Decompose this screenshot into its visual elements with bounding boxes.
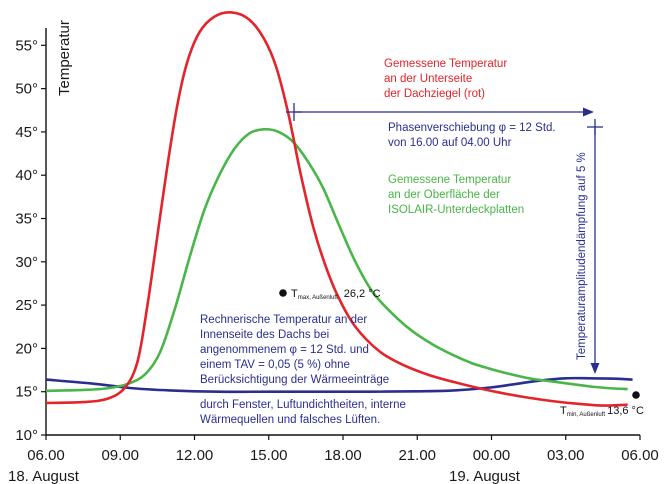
red-label-line-3: der Dachziegel (rot) bbox=[384, 88, 485, 100]
damping-arrow bbox=[587, 119, 603, 374]
y-tick-label: 50° bbox=[15, 81, 38, 98]
tmax-marker-label: Tmax, Außenluft 26,2 °C bbox=[291, 288, 381, 301]
tmax-value: 26,2 °C bbox=[344, 288, 381, 300]
x-tick-label: 15.00 bbox=[250, 447, 288, 464]
calculated-temperature-label-2: durch Fenster, Luftundichtheiten, intern… bbox=[200, 399, 409, 426]
x-tick-label: 18.00 bbox=[324, 447, 362, 464]
tmin-marker-label: Tmin, Außenluft 13,6 °C bbox=[560, 405, 644, 418]
tmax-subscript: max, Außenluft bbox=[298, 295, 338, 301]
x-tick-label: 06.00 bbox=[621, 447, 659, 464]
x-tick-label: 12.00 bbox=[176, 447, 214, 464]
red-label-line-2: an der Unterseite bbox=[384, 73, 472, 85]
x-tick-label: 00.00 bbox=[473, 447, 511, 464]
date-label-2: 19. August bbox=[449, 468, 521, 484]
series-line-red bbox=[45, 11, 628, 407]
date-label-1: 18. August bbox=[8, 468, 80, 484]
phase-label-line-2: von 16.00 auf 04.00 Uhr bbox=[388, 137, 512, 149]
calc-label-line-4: einem TAV = 0,05 (5 %) ohne bbox=[200, 359, 350, 371]
series-line-green bbox=[45, 127, 628, 393]
tmin-symbol: T bbox=[560, 405, 567, 417]
calc-label-line-5: Berücksichtigung der Wärmeeinträge bbox=[200, 374, 389, 386]
green-label-line-1: Gemessene Temperatur bbox=[388, 174, 511, 186]
phase-label-line-1: Phasenverschiebung φ = 12 Std. bbox=[388, 122, 556, 134]
y-tick-label: 15° bbox=[15, 384, 38, 401]
damping-label: Temperaturamplitudendämpfung auf 5 % bbox=[576, 152, 588, 360]
x-tick-label: 09.00 bbox=[101, 447, 139, 464]
calc-label-line-2: Innenseite des Dachs bei bbox=[200, 329, 329, 341]
calc-label-line-1: Rechnerische Temperatur an der bbox=[200, 314, 367, 326]
red-series-label: Gemessene Temperatur an der Unterseite d… bbox=[384, 58, 510, 100]
x-tick-label: 03.00 bbox=[547, 447, 585, 464]
y-tick-label: 20° bbox=[15, 340, 38, 357]
y-tick-label: 10° bbox=[15, 427, 38, 444]
calc-label2-line-2: Wärmequellen und falsches Lüften. bbox=[200, 414, 380, 426]
x-tick-label: 21.00 bbox=[398, 447, 436, 464]
calc-label-line-3: angenommenem φ = 12 Std. und bbox=[200, 344, 369, 356]
tmin-subscript: min, Außenluft bbox=[567, 412, 606, 418]
green-label-line-3: ISOLAIR-Unterdeckplatten bbox=[388, 204, 524, 216]
green-label-line-2: an der Oberfläche der bbox=[388, 189, 500, 201]
y-tick-label: 35° bbox=[15, 211, 38, 228]
phase-shift-label: Phasenverschiebung φ = 12 Std. von 16.00… bbox=[388, 122, 559, 149]
x-tick-label: 06.00 bbox=[27, 447, 65, 464]
y-tick-label: 30° bbox=[15, 254, 38, 271]
y-tick-label: 40° bbox=[15, 167, 38, 184]
calculated-temperature-label: Rechnerische Temperatur an der Innenseit… bbox=[200, 314, 389, 386]
tmax-marker-dot bbox=[279, 289, 287, 297]
y-axis-title: Temperatur bbox=[56, 20, 73, 96]
calc-label2-line-1: durch Fenster, Luftundichtheiten, intern… bbox=[200, 399, 406, 411]
red-label-line-1: Gemessene Temperatur bbox=[384, 58, 507, 70]
green-series-label: Gemessene Temperatur an der Oberfläche d… bbox=[388, 174, 524, 216]
tmin-marker-dot bbox=[632, 391, 640, 399]
y-tick-label: 55° bbox=[15, 37, 38, 54]
tmin-value: 13,6 °C bbox=[607, 405, 644, 417]
y-tick-label: 25° bbox=[15, 297, 38, 314]
y-tick-label: 45° bbox=[15, 124, 38, 141]
tmax-symbol: T bbox=[291, 288, 298, 300]
phase-shift-arrow bbox=[286, 103, 594, 121]
series-line-blue bbox=[45, 376, 633, 394]
